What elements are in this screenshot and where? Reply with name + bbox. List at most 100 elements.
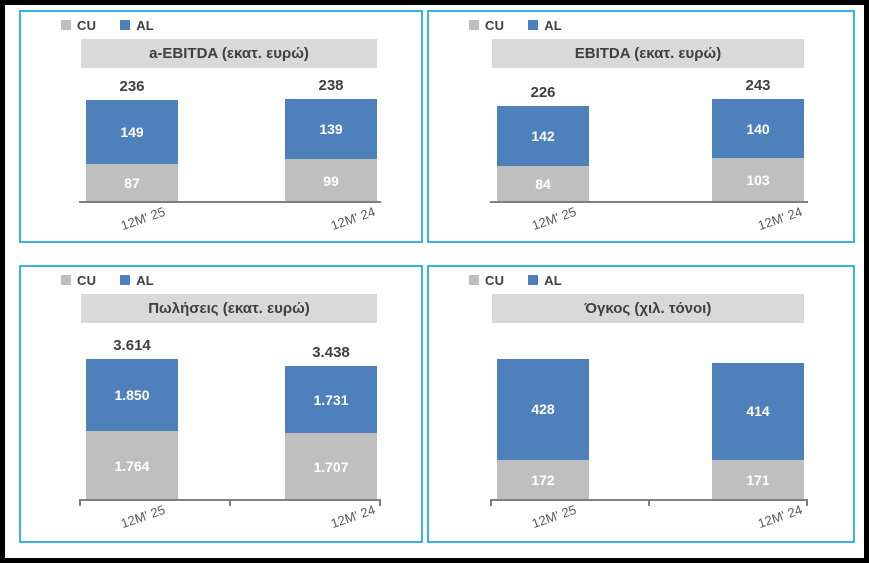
cu-segment: 171 [712,459,804,500]
total-value-label: 226 [530,84,556,102]
legend-label-al: AL [544,17,562,33]
al-value-label: 1.850 [114,387,150,404]
legend-label-cu: CU [485,17,505,33]
cu-value-label: 1.707 [313,458,349,475]
al-segment: 1.850 [86,359,178,432]
cu-swatch-icon [61,275,71,285]
al-swatch-icon [120,20,131,30]
category-label: 12M' 25 [118,203,168,234]
total-value-label: 243 [745,77,771,95]
chart-legend: CU AL [61,273,421,288]
al-value-label: 139 [319,121,343,138]
cu-swatch-icon [61,20,71,30]
chart-title-band: a-EBITDA (εκατ. ευρώ) [81,39,377,68]
chart-title: Πωλήσεις (εκατ. ευρώ) [148,300,310,317]
al-value-label: 428 [531,401,555,418]
legend-label-cu: CU [77,17,97,33]
al-swatch-icon [528,20,539,30]
al-value-label: 414 [746,403,770,420]
axis-tick [229,501,231,506]
chart-legend: CU AL [61,17,421,33]
bar-group-12m25: 428 172 [497,359,589,500]
bar-group-12m25: 3.614 1.850 1.764 [86,337,178,500]
legend-item-al: AL [528,18,562,33]
al-segment: 142 [497,106,589,167]
al-swatch-icon [528,275,539,285]
al-segment: 149 [86,99,178,165]
legend-label-cu: CU [485,272,505,288]
al-value-label: 149 [120,124,144,141]
total-value-label: 3.614 [113,337,151,355]
chart-title: EBITDA (εκατ. ευρώ) [574,45,722,62]
bar-group-12m24: 243 140 103 [712,77,804,202]
al-value-label: 1.731 [313,391,349,408]
chart-panel: CU AL Όγκος (χιλ. τόνοι) 428 172 [427,265,855,543]
cu-value-label: 87 [124,175,140,192]
al-segment: 428 [497,359,589,460]
legend-item-al: AL [120,273,154,288]
cu-segment: 99 [285,159,377,202]
cu-value-label: 99 [323,172,339,189]
axis-tick [806,501,808,506]
chart-panel: CU AL EBITDA (εκατ. ευρώ) 226 142 84 243 [427,10,855,243]
chart-panel: CU AL Πωλήσεις (εκατ. ευρώ) 3.614 1.850 … [19,265,423,543]
total-value-label: 238 [318,77,344,95]
al-swatch-icon [120,275,131,285]
plot-area: 236 149 87 238 139 99 [79,68,381,233]
bar-group-12m25: 236 149 87 [86,78,178,202]
chart-legend: CU AL [469,18,853,33]
x-axis-line [79,499,381,506]
legend-label-cu: CU [77,272,97,288]
plot-area: 428 172 414 171 12M' 25 [490,323,808,531]
chart-legend: CU AL [469,273,853,288]
category-label: 12M' 25 [529,203,579,234]
cu-value-label: 171 [746,471,770,488]
bar-group-12m25: 226 142 84 [497,84,589,202]
cu-segment: 1.764 [86,431,178,500]
legend-item-al: AL [120,18,154,33]
legend-label-al: AL [136,17,154,33]
legend-item-cu: CU [469,273,504,288]
al-segment: 139 [285,99,377,160]
chart-panel: CU AL a-EBITDA (εκατ. ευρώ) 236 149 87 2… [19,10,423,243]
axis-tick [490,501,492,506]
chart-title-band: Όγκος (χιλ. τόνοι) [492,294,804,323]
legend-item-cu: CU [61,273,96,288]
legend-label-al: AL [136,272,154,288]
total-value-label: 236 [119,77,145,95]
axis-tick [79,501,81,506]
al-value-label: 142 [531,128,555,145]
legend-item-cu: CU [469,18,504,33]
category-label: 12M' 25 [529,501,579,532]
cu-segment: 1.707 [285,433,377,500]
al-segment: 1.731 [285,365,377,434]
cu-value-label: 1.764 [114,457,150,474]
cu-swatch-icon [469,20,479,30]
chart-title-band: Πωλήσεις (εκατ. ευρώ) [81,294,377,323]
cu-segment: 84 [497,166,589,202]
cu-value-label: 84 [535,176,551,193]
chart-grid: CU AL a-EBITDA (εκατ. ευρώ) 236 149 87 2… [19,10,855,543]
x-axis-line [490,499,808,506]
chart-title: a-EBITDA (εκατ. ευρώ) [149,45,309,62]
cu-swatch-icon [469,275,479,285]
category-label: 12M' 24 [328,203,378,234]
axis-tick [648,501,650,506]
cu-segment: 172 [497,459,589,500]
cu-segment: 87 [86,164,178,202]
axis-tick [379,501,381,506]
category-label: 12M' 24 [328,501,378,532]
bar-group-12m24: 414 171 [712,362,804,500]
bar-group-12m24: 238 139 99 [285,77,377,202]
category-label: 12M' 25 [118,501,168,532]
al-value-label: 140 [746,120,770,137]
al-segment: 140 [712,99,804,159]
bar-group-12m24: 3.438 1.731 1.707 [285,344,377,500]
plot-area: 3.614 1.850 1.764 3.438 1.731 1.707 [79,323,381,531]
category-label: 12M' 24 [755,203,805,234]
cu-segment: 103 [712,158,804,202]
category-label: 12M' 24 [755,501,805,532]
legend-item-al: AL [528,273,562,288]
x-axis-line [79,201,381,203]
